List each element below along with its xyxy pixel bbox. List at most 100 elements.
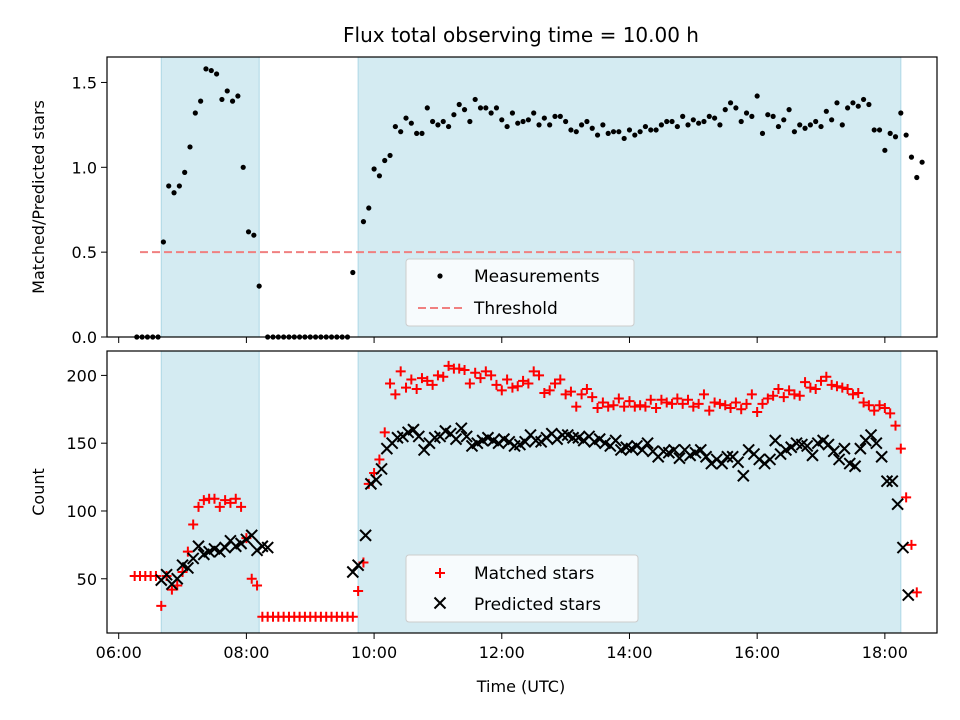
data-point [789, 389, 800, 400]
data-point [769, 434, 782, 447]
data-point [375, 462, 388, 476]
data-point [594, 132, 601, 138]
data-point [869, 405, 880, 416]
data-point [236, 501, 247, 512]
data-point [619, 401, 630, 412]
data-point [800, 377, 811, 388]
data-point [566, 431, 580, 444]
data-point [422, 375, 433, 386]
data-point [488, 110, 494, 116]
data-point [677, 398, 688, 409]
data-point [374, 454, 385, 465]
data-point [419, 130, 425, 136]
data-point [902, 588, 915, 602]
data-point [198, 495, 209, 506]
data-point [353, 585, 364, 596]
data-point [858, 397, 869, 408]
data-point [520, 118, 526, 125]
data-point [245, 229, 252, 235]
data-point [430, 118, 436, 125]
data-point [870, 436, 883, 450]
data-point [704, 405, 715, 416]
data-point [509, 110, 516, 116]
x-tick-label: 12:00 [479, 643, 525, 662]
data-point [694, 443, 707, 457]
data-point [752, 407, 763, 418]
bottom-shaded-interval-1 [160, 350, 260, 634]
data-point [460, 430, 473, 443]
data-point [371, 166, 377, 172]
data-point [407, 423, 420, 436]
data-point [816, 375, 827, 386]
data-point [784, 385, 795, 396]
data-point [573, 129, 579, 135]
data-point [632, 132, 638, 138]
data-point [504, 123, 510, 130]
data-point [866, 101, 872, 108]
data-point [156, 600, 167, 611]
data-point [406, 374, 417, 385]
data-point [528, 366, 539, 377]
data-point [642, 123, 649, 130]
data-point [737, 469, 750, 482]
data-point [351, 559, 365, 572]
data-point [696, 120, 702, 126]
data-point [637, 129, 643, 135]
data-point [656, 394, 667, 405]
data-point [171, 190, 177, 196]
data-point [712, 115, 718, 121]
data-point [547, 122, 553, 128]
data-point [515, 120, 521, 126]
data-point [214, 501, 225, 512]
data-point [629, 401, 640, 412]
data-point [731, 455, 745, 469]
data-point [864, 428, 878, 442]
data-point [874, 400, 885, 411]
data-point [459, 364, 470, 375]
top-panel-frame [106, 56, 938, 338]
legend-matched-marker [435, 568, 445, 578]
data-point [560, 389, 571, 400]
data-point [576, 389, 587, 400]
data-point [699, 450, 713, 463]
data-point [160, 568, 173, 581]
data-point [518, 375, 529, 386]
data-point [896, 541, 910, 554]
data-point [181, 561, 195, 575]
data-point [911, 587, 922, 598]
data-point [895, 443, 906, 454]
data-point [733, 105, 739, 111]
data-point [416, 373, 427, 384]
data-point [523, 378, 534, 389]
data-point [427, 379, 438, 390]
top-legend-box [405, 258, 635, 327]
x-tick-label: 16:00 [734, 643, 780, 662]
data-point [673, 451, 686, 465]
x-tick-label: 08:00 [223, 643, 269, 662]
data-point [445, 123, 452, 130]
data-point [192, 110, 198, 116]
data-point [698, 389, 709, 400]
data-point [225, 497, 236, 508]
data-point [778, 392, 789, 403]
data-point [847, 389, 858, 400]
data-point [722, 107, 728, 113]
data-point [640, 401, 651, 412]
data-point [496, 385, 507, 396]
data-point [860, 96, 867, 103]
data-point [587, 392, 598, 403]
data-point [826, 379, 837, 390]
data-point [624, 396, 635, 407]
data-point [209, 493, 220, 504]
data-point [256, 283, 262, 289]
data-point [818, 123, 824, 130]
data-point [464, 378, 475, 389]
data-point [823, 108, 829, 114]
data-point [813, 118, 819, 125]
data-point [741, 398, 752, 409]
data-point [890, 420, 901, 431]
data-point [875, 450, 888, 463]
data-point [467, 118, 473, 125]
data-point [653, 127, 659, 133]
